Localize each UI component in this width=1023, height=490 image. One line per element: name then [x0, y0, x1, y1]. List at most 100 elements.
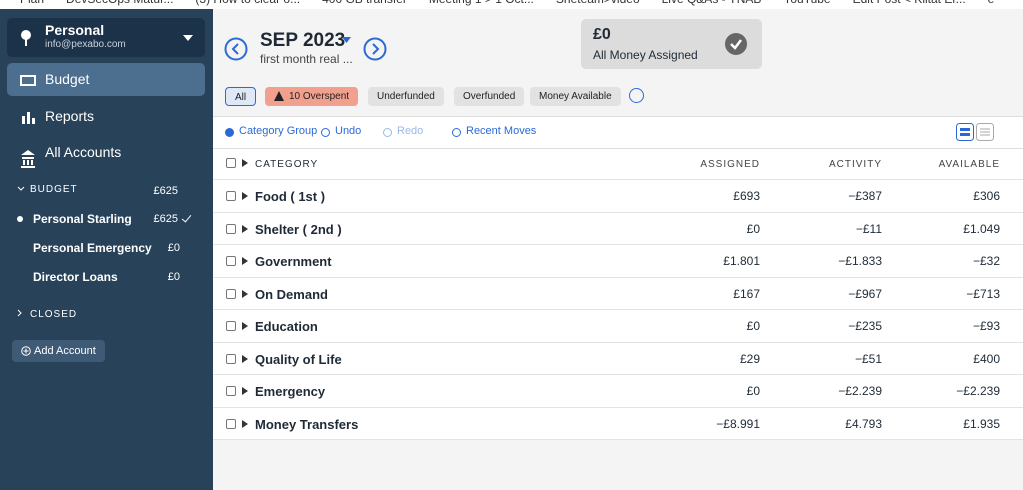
checkbox[interactable]: [226, 223, 236, 234]
expand-icon: [242, 257, 248, 265]
column-header: ASSIGNED: [700, 159, 760, 170]
filter-settings[interactable]: [629, 88, 644, 103]
checkbox[interactable]: [226, 191, 236, 201]
bookmark[interactable]: Plan: [20, 0, 44, 9]
category-row[interactable]: Shelter ( 2nd ) £0 −£11 £1.049: [213, 212, 1023, 245]
amount: £400: [973, 351, 1000, 366]
expand-icon: [242, 192, 248, 200]
expand-icon: [242, 419, 248, 428]
checkbox[interactable]: [226, 321, 236, 331]
expand-icon: [242, 289, 248, 298]
category-row[interactable]: Food ( 1st ) £693 −£387 £306: [213, 180, 1023, 213]
month-title[interactable]: SEP 2023: [260, 30, 346, 51]
assigned-box: £0 All Money Assigned: [581, 19, 762, 69]
category-name: Government: [255, 254, 332, 269]
month-note[interactable]: first month real ...: [260, 52, 353, 66]
bookmark[interactable]: (3) How to clear o...: [195, 0, 300, 9]
amount: £167: [733, 286, 760, 301]
view-toggle[interactable]: [956, 123, 998, 141]
account-menu[interactable]: Personal info@pexabo.com: [7, 18, 205, 57]
bookmark[interactable]: DevSecOps Matur...: [66, 0, 173, 9]
nav-budget[interactable]: Budget: [7, 63, 205, 96]
category-name: Education: [255, 319, 318, 334]
category-row[interactable]: Money Transfers −£8.991 £4.793 £1.935: [213, 407, 1023, 440]
toolbar-button[interactable]: Undo: [335, 125, 362, 137]
amount: £29: [739, 351, 760, 366]
bookmark[interactable]: e: [988, 0, 995, 9]
filter-chip[interactable]: Overfunded: [454, 87, 525, 106]
add-account-text: Add Account: [34, 345, 96, 357]
account-name[interactable]: Personal Emergency: [33, 241, 152, 255]
bookmark[interactable]: 400 GB transfer: [322, 0, 407, 9]
filter-text: 10 Overspent: [289, 91, 350, 102]
category-row[interactable]: Government £1.801 −£1.833 −£32: [213, 245, 1023, 278]
filter-chip[interactable]: Money Available: [530, 87, 621, 106]
account-email: info@pexabo.com: [45, 39, 126, 50]
checkbox[interactable]: [226, 353, 236, 364]
add-account-button[interactable]: Add Account: [12, 340, 105, 362]
toolbar-button[interactable]: Recent Moves: [466, 125, 537, 137]
column-header: AVAILABLE: [938, 159, 1000, 170]
expand-icon: [242, 354, 248, 363]
warning-icon: [274, 91, 284, 101]
bookmark[interactable]: Live Q&As - YNAB: [662, 0, 762, 9]
amount: £0: [746, 319, 760, 333]
account-balance: £625: [153, 213, 178, 225]
toolbar-icon: [383, 128, 392, 137]
check-icon: [725, 33, 747, 55]
category-name: Shelter ( 2nd ): [255, 221, 342, 237]
filter-chip[interactable]: Underfunded: [368, 87, 444, 106]
budget-group-label[interactable]: BUDGET: [30, 184, 78, 195]
amount: −£387: [848, 189, 882, 203]
nav-reports[interactable]: Reports: [45, 108, 95, 124]
category-row[interactable]: Quality of Life £29 −£51 £400: [213, 342, 1023, 375]
nav-all-accounts[interactable]: All Accounts: [45, 144, 122, 160]
account-name[interactable]: Personal Starling: [33, 212, 132, 226]
closed-label[interactable]: CLOSED: [30, 309, 78, 320]
month-dropdown: [342, 37, 351, 43]
column-header: CATEGORY: [255, 159, 319, 170]
bookmark[interactable]: Sheteam>video: [556, 0, 640, 9]
expand-icon: [242, 159, 248, 167]
checkbox[interactable]: [226, 288, 236, 299]
prev-month[interactable]: [224, 37, 248, 61]
amount: −£51: [854, 351, 882, 366]
logo-icon: [21, 30, 31, 46]
column-header: ACTIVITY: [828, 159, 882, 170]
dropdown-icon: [183, 35, 193, 41]
bookmark[interactable]: YouTube: [783, 0, 830, 9]
category-name: Quality of Life: [255, 351, 342, 367]
category-row[interactable]: Emergency £0 −£2.239 −£2.239: [213, 375, 1023, 408]
checkbox[interactable]: [226, 256, 236, 266]
amount: −£1.833: [838, 254, 882, 268]
filter-chip[interactable]: 10 Overspent: [265, 87, 359, 106]
bookmarks-bar: Plan DevSecOps Matur... (3) How to clear o…: [0, 0, 1023, 9]
sidebar: Personal info@pexabo.com Budget Reports …: [0, 9, 213, 490]
category-row[interactable]: On Demand £167 −£967 −£713: [213, 277, 1023, 310]
filter-chip[interactable]: All: [225, 87, 257, 106]
toolbar-icon: [225, 128, 234, 137]
assigned-amount: £0: [593, 26, 611, 43]
amount: £693: [733, 189, 760, 203]
checkbox[interactable]: [226, 386, 236, 396]
main: SEP 2023 first month real ... £0 All Mon…: [213, 9, 1023, 490]
category-name: Emergency: [255, 384, 326, 399]
toolbar-icon: [452, 128, 461, 137]
amount: −£713: [966, 286, 1000, 301]
category-row[interactable]: Education £0 −£235 −£93: [213, 310, 1023, 343]
amount: −£967: [848, 286, 882, 301]
expand-icon: [242, 322, 248, 330]
next-month[interactable]: [363, 37, 387, 61]
amount: −£2.239: [838, 384, 882, 398]
selected-dot: [17, 216, 23, 222]
amount: £1.801: [723, 254, 760, 268]
bookmark[interactable]: Meeting 1 > 1 Oct...: [429, 0, 534, 9]
account-name[interactable]: Director Loans: [33, 270, 118, 284]
amount: £0: [746, 221, 760, 236]
checkbox[interactable]: [226, 418, 236, 429]
toolbar-button[interactable]: Redo: [397, 125, 424, 137]
bookmark[interactable]: Edit Post < Kiitat Er...: [853, 0, 966, 9]
toolbar-button[interactable]: Category Group: [239, 125, 318, 137]
checkbox[interactable]: [226, 158, 236, 168]
